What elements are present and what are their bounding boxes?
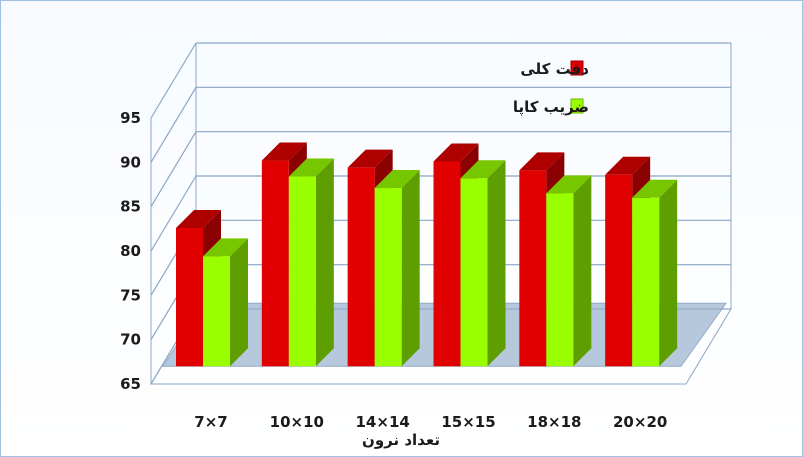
x-tick-label: 18×18	[527, 413, 581, 431]
legend-swatch	[570, 98, 584, 114]
legend-label: ضريب كاپا	[513, 98, 589, 117]
bar-top	[288, 158, 334, 177]
legend-swatch	[570, 60, 584, 76]
bar	[374, 170, 420, 367]
bar-front	[176, 227, 203, 367]
x-tick-label: 20×20	[613, 413, 667, 431]
bar-front	[632, 197, 660, 367]
bar-front	[374, 188, 402, 367]
bar-front	[288, 176, 316, 367]
bar-front	[546, 193, 574, 367]
x-axis-title: تعداد نرون	[362, 431, 440, 449]
bar-side	[230, 238, 248, 367]
y-tick-label: 75	[120, 286, 141, 304]
y-tick-label: 90	[120, 153, 141, 171]
y-tick-label: 70	[120, 331, 141, 349]
legend-label: دقت كلى	[520, 60, 589, 78]
side-gridline	[150, 175, 197, 252]
labels-layer: 65 70 75 80 85 90 95 7×7 10×10 14×14 15×15 18×18 20×…	[120, 109, 667, 431]
bar-top	[632, 179, 678, 198]
bar-side	[401, 170, 420, 367]
bar-top	[203, 238, 248, 257]
bar-top	[460, 160, 506, 179]
x-tick-label: 14×14	[356, 413, 410, 431]
side-gridline	[150, 42, 197, 119]
bar-top	[546, 175, 592, 194]
bars-layer	[176, 142, 678, 367]
x-tick-label: 15×15	[441, 413, 495, 431]
bar	[546, 175, 592, 367]
side-gridline	[150, 131, 197, 207]
bar-side	[659, 179, 678, 367]
bar-front	[605, 174, 633, 367]
bar-side	[315, 158, 334, 367]
bar	[288, 158, 334, 367]
bar-front	[261, 160, 289, 367]
y-tick-label: 80	[120, 242, 141, 260]
bar-top	[433, 143, 479, 162]
bar-side	[487, 160, 506, 367]
bar	[632, 179, 678, 367]
bar-side	[573, 175, 592, 367]
bar-front	[519, 170, 547, 367]
bar-front	[433, 161, 461, 367]
bar-top	[176, 209, 221, 228]
y-tick-label: 65	[120, 375, 141, 393]
bar-front	[203, 256, 230, 367]
y-tick-label: 85	[120, 198, 141, 216]
bar	[203, 238, 248, 367]
x-tick-label: 7×7	[194, 413, 227, 431]
side-gridline	[150, 87, 197, 163]
bar	[460, 160, 506, 367]
y-tick-label: 95	[120, 109, 141, 127]
bar-front	[347, 167, 375, 367]
legend: دقت كلى ضريب كاپا	[513, 60, 589, 117]
x-tick-label: 10×10	[270, 413, 324, 431]
bar-top	[261, 142, 307, 161]
bar-top	[347, 149, 393, 168]
bar-top	[519, 152, 565, 171]
bar-front	[460, 178, 488, 367]
bar-top	[605, 156, 651, 175]
bar-top	[374, 170, 420, 189]
